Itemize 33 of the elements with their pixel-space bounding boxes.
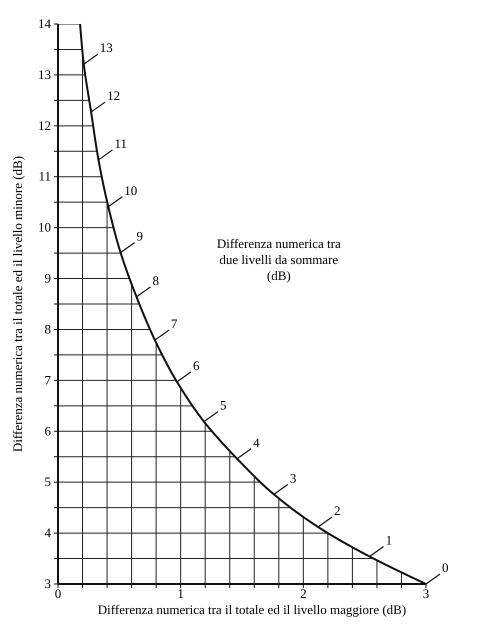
annotation: Differenza numerica tra due livelli da sommare (dB) [216,236,341,283]
annotation: 10 [124,182,138,198]
annotation: 3 [290,470,296,486]
annotation: 6 [192,358,200,373]
y-tick-label: 10 [38,220,51,235]
x-tick-label: 1 [177,586,184,601]
annotation: 12 [107,88,120,104]
y-tick-label: 11 [38,168,51,184]
annotation: 0 [442,560,448,575]
annotation: 8 [152,272,160,288]
annotation: 2 [334,502,341,518]
y-tick-label: 4 [44,525,52,540]
annotation: 13 [100,40,113,56]
annotation: 5 [220,398,226,413]
x-tick-label: 0 [54,586,62,601]
annotation: 4 [253,434,260,450]
y-tick-label: 3 [44,576,51,591]
y-axis-title: Differenza numerica tra il totale ed il livello minore (dB) [10,156,25,452]
y-tick-label: 9 [44,270,51,286]
y-tick-label: 8 [44,321,51,336]
annotation: 1 [386,532,392,548]
x-tick-label: 3 [422,586,430,601]
y-tick-label: 6 [44,423,52,438]
y-tick-label: 12 [38,118,51,133]
annotation: 11 [114,136,128,151]
annotation: 9 [136,228,144,244]
x-tick-label: 2 [300,586,307,601]
y-tick-label: 14 [38,16,52,31]
y-tick-label: 13 [38,66,51,82]
y-tick-label: 5 [44,474,51,490]
x-axis-title: Differenza numerica tra il totale ed il livello maggiore (dB) [98,602,406,617]
annotation: 7 [170,316,178,332]
y-tick-label: 7 [44,372,52,388]
